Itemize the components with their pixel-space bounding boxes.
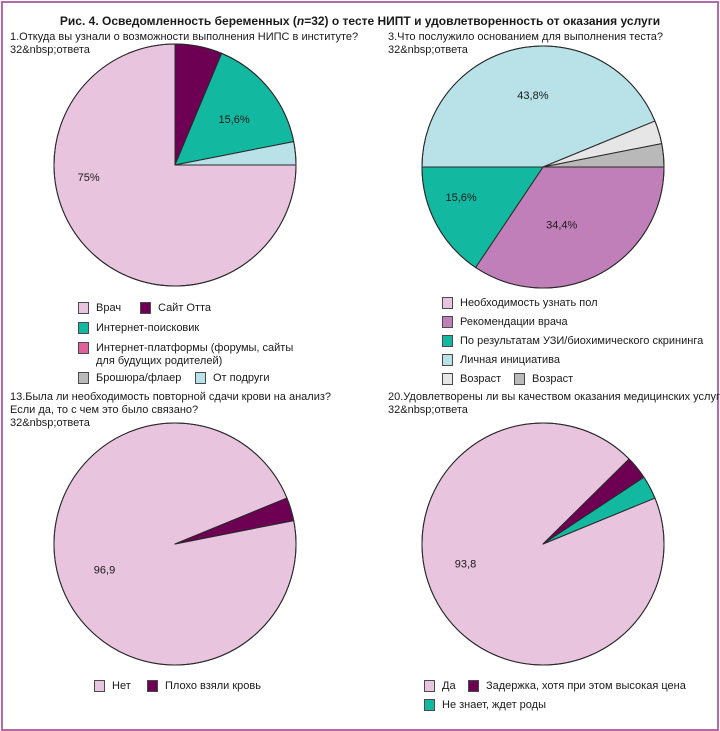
slice-data-label: 93,8 bbox=[455, 558, 476, 570]
legend-item: Интернет-поисковик bbox=[78, 322, 199, 335]
legend-label: По результатам УЗИ/биохимического скрини… bbox=[460, 335, 704, 347]
pie-chart-4: 93,8 bbox=[421, 422, 665, 666]
chart-4-question: 20.Удовлетворены ли вы качеством оказани… bbox=[388, 391, 720, 403]
slice-data-label: 34,4% bbox=[546, 220, 577, 232]
legend-label: Задержка, хотя при этом высокая цена bbox=[486, 680, 686, 692]
legend-item: Да bbox=[424, 680, 456, 693]
legend-label: Да bbox=[442, 680, 456, 692]
chart-panel-1: 1.Откуда вы узнали о возможности выполне… bbox=[10, 31, 360, 386]
legend-label: Возраст bbox=[532, 373, 574, 385]
legend-item: По результатам УЗИ/биохимического скрини… bbox=[442, 335, 703, 348]
legend-item: Рекомендации врача bbox=[442, 316, 568, 329]
chart-4-responses: 32&nbsp;ответа bbox=[388, 404, 468, 416]
legend-item: Плохо взяли кровь bbox=[147, 680, 261, 693]
chart-1-title: 1.Откуда вы узнали о возможности выполне… bbox=[10, 31, 360, 57]
legend-item: Возраст bbox=[514, 373, 573, 386]
chart-panel-2: 3.Что послужило основанием для выполнени… bbox=[388, 31, 720, 386]
slice-data-label: 43,8% bbox=[517, 90, 548, 102]
legend-label: Необходимость узнать пол bbox=[460, 297, 598, 309]
legend-swatch bbox=[468, 680, 479, 692]
legend-swatch bbox=[442, 354, 453, 366]
legend-label: Возраст bbox=[460, 373, 502, 385]
legend-swatch bbox=[78, 342, 89, 354]
legend-label: Врач bbox=[96, 302, 122, 314]
pie-outline bbox=[421, 45, 665, 289]
chart-panel-4: 20.Удовлетворены ли вы качеством оказани… bbox=[388, 391, 720, 721]
legend-swatch bbox=[424, 680, 435, 692]
legend-label: Рекомендации врача bbox=[460, 316, 568, 328]
chart-1-responses: 32&nbsp;ответа bbox=[10, 44, 90, 56]
legend-label: Личная инициатива bbox=[460, 354, 561, 366]
slice-data-label: 75% bbox=[78, 172, 100, 184]
legend-item: Задержка, хотя при этом высокая цена bbox=[468, 680, 686, 693]
legend-swatch bbox=[424, 699, 435, 711]
legend-swatch bbox=[514, 373, 525, 385]
legend-item: Врач bbox=[78, 302, 121, 315]
legend-item: Нет bbox=[94, 680, 131, 693]
figure-title-n: n bbox=[296, 14, 305, 28]
chart-3-responses: 32&nbsp;ответа bbox=[10, 417, 90, 429]
figure-title: Рис. 4. Осведомленность беременных (n=32… bbox=[0, 14, 720, 28]
chart-3-question: 13.Была ли необходимость повторной сдачи… bbox=[10, 391, 332, 416]
legend-swatch bbox=[442, 335, 453, 347]
pie-chart-1: 15,6% 75% bbox=[53, 43, 297, 287]
pie-outline bbox=[53, 43, 297, 287]
legend-swatch bbox=[442, 297, 453, 309]
legend-item: Интернет-платформы (форумы, сайты для бу… bbox=[78, 342, 293, 368]
chart-2-question: 3.Что послужило основанием для выполнени… bbox=[388, 31, 663, 43]
legend-item: Не знает, ждет роды bbox=[424, 699, 546, 712]
legend-swatch bbox=[94, 680, 105, 692]
legend-swatch bbox=[442, 373, 453, 385]
legend-label: Нет bbox=[112, 680, 131, 692]
pie-chart-2: 34,4% 15,6% 43,8% bbox=[421, 45, 665, 289]
legend-item: Необходимость узнать пол bbox=[442, 297, 598, 310]
pie-chart-3: 96,9 bbox=[53, 422, 297, 666]
legend-label: От подруги bbox=[213, 372, 270, 384]
legend-item: Сайт Отта bbox=[140, 302, 211, 315]
pie-outline bbox=[53, 422, 297, 666]
legend-label: Интернет-поисковик bbox=[96, 322, 200, 334]
legend-label: Сайт Отта bbox=[158, 302, 212, 314]
legend-item: Возраст bbox=[442, 373, 501, 386]
legend-label: Брошюра/флаер bbox=[96, 372, 182, 384]
legend-item: От подруги bbox=[195, 372, 270, 385]
chart-1-question: 1.Откуда вы узнали о возможности выполне… bbox=[10, 31, 359, 43]
figure-title-suffix: =32) о тесте НИПТ и удовлетворенность от… bbox=[304, 14, 661, 28]
pie-outline bbox=[421, 422, 665, 666]
figure-title-prefix: Рис. 4. Осведомленность беременных ( bbox=[59, 14, 297, 28]
legend-swatch bbox=[78, 302, 89, 314]
slice-data-label: 15,6% bbox=[218, 114, 249, 126]
chart-panel-3: 13.Была ли необходимость повторной сдачи… bbox=[10, 391, 360, 721]
chart-3-title: 13.Была ли необходимость повторной сдачи… bbox=[10, 391, 360, 430]
legend-item: Личная инициатива bbox=[442, 354, 560, 367]
legend-swatch bbox=[78, 372, 89, 384]
legend-swatch bbox=[140, 302, 151, 314]
slice-data-label: 96,9 bbox=[94, 565, 115, 577]
chart-2-responses: 32&nbsp;ответа bbox=[388, 44, 468, 56]
legend-label: Не знает, ждет роды bbox=[442, 699, 546, 711]
legend-swatch bbox=[442, 316, 453, 328]
legend-swatch bbox=[78, 322, 89, 334]
chart-4-title: 20.Удовлетворены ли вы качеством оказани… bbox=[388, 391, 720, 417]
legend-item: Брошюра/флаер bbox=[78, 372, 181, 385]
chart-2-title: 3.Что послужило основанием для выполнени… bbox=[388, 31, 720, 57]
legend-label: Плохо взяли кровь bbox=[165, 680, 261, 692]
legend-swatch bbox=[195, 372, 206, 384]
legend-swatch bbox=[147, 680, 158, 692]
slice-data-label: 15,6% bbox=[445, 192, 476, 204]
legend-label: Интернет-платформы (форумы, сайты для бу… bbox=[96, 342, 294, 367]
